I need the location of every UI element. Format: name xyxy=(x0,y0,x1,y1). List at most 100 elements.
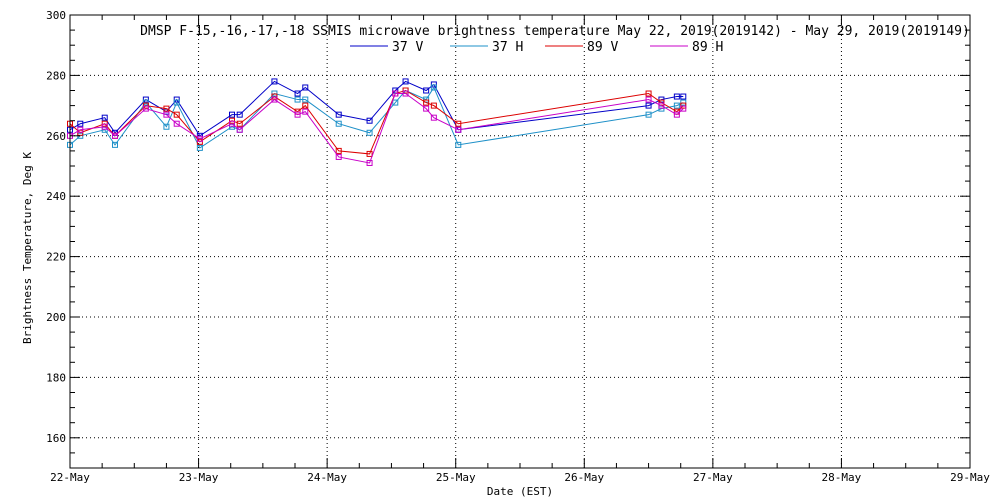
data-point xyxy=(173,120,180,127)
series-line xyxy=(69,93,684,164)
x-tick-label: 28-May xyxy=(822,471,862,484)
x-tick-label: 23-May xyxy=(179,471,219,484)
data-point xyxy=(335,147,342,154)
y-tick-label: 260 xyxy=(46,130,66,143)
data-point xyxy=(196,144,203,151)
legend: 37 V 37 H 89 V 89 H xyxy=(350,40,723,55)
data-point xyxy=(423,105,430,112)
data-point xyxy=(294,96,301,103)
data-point xyxy=(112,141,118,148)
data-point xyxy=(430,114,437,121)
data-point xyxy=(673,102,680,109)
data-point xyxy=(366,159,373,166)
plot-frame xyxy=(69,14,971,469)
data-point xyxy=(173,99,180,106)
x-tick-label: 22-May xyxy=(50,471,90,484)
series-line xyxy=(69,89,684,155)
data-point xyxy=(335,120,342,127)
data-point xyxy=(455,141,462,148)
data-point xyxy=(173,111,180,118)
series-89-v xyxy=(67,87,687,157)
data-point xyxy=(163,123,170,130)
data-point xyxy=(673,93,680,100)
data-point xyxy=(680,105,687,112)
data-point xyxy=(645,102,652,109)
y-axis-label: Brightness Temperature, Deg K xyxy=(21,152,34,344)
data-point xyxy=(392,90,399,97)
data-point xyxy=(302,108,309,115)
data-point xyxy=(294,90,301,97)
data-point xyxy=(302,96,309,103)
legend-label: 89 V xyxy=(587,40,618,55)
series-layer xyxy=(67,78,687,166)
x-axis-label: Date (EST) xyxy=(487,485,553,498)
data-point xyxy=(142,105,149,112)
data-point xyxy=(77,126,84,133)
data-point xyxy=(366,117,373,124)
data-point xyxy=(366,129,373,136)
data-point xyxy=(271,78,278,85)
data-point xyxy=(101,114,108,121)
data-point xyxy=(645,111,652,118)
data-point xyxy=(335,153,342,160)
data-point xyxy=(402,78,409,85)
series-line xyxy=(69,80,684,137)
legend-label: 37 V xyxy=(392,40,423,55)
data-point xyxy=(142,99,149,106)
data-point xyxy=(423,99,430,106)
data-point xyxy=(680,102,687,109)
grid xyxy=(70,15,970,468)
data-point xyxy=(271,96,278,103)
data-point xyxy=(236,120,243,127)
data-point xyxy=(101,120,108,127)
x-tick-label: 26-May xyxy=(564,471,604,484)
data-point xyxy=(455,126,462,133)
data-point xyxy=(302,102,309,109)
series-89-h xyxy=(67,90,687,166)
y-tick-label: 160 xyxy=(46,432,66,445)
y-tick-label: 240 xyxy=(46,190,66,203)
data-point xyxy=(236,126,243,133)
series-line xyxy=(69,86,684,149)
data-point xyxy=(196,135,203,142)
data-point xyxy=(101,123,108,130)
axis-ticks: 22-May 23-May 24-May 25-May 26-May 27-May 28-M… xyxy=(46,9,990,484)
data-point xyxy=(236,111,243,118)
data-point xyxy=(455,120,462,127)
data-point xyxy=(163,105,170,112)
data-point xyxy=(229,120,235,127)
data-point xyxy=(392,99,399,106)
data-point xyxy=(658,102,665,109)
data-point xyxy=(229,111,235,118)
data-point xyxy=(645,96,652,103)
data-point xyxy=(680,99,687,106)
data-point xyxy=(294,111,301,118)
data-point xyxy=(163,111,170,118)
x-tick-label: 27-May xyxy=(693,471,733,484)
y-tick-label: 300 xyxy=(46,9,66,22)
data-point xyxy=(645,90,652,97)
data-point xyxy=(673,111,680,118)
y-tick-label: 220 xyxy=(46,251,66,264)
x-tick-label: 25-May xyxy=(436,471,476,484)
data-point xyxy=(402,90,409,97)
legend-label: 89 H xyxy=(692,40,723,55)
x-tick-label: 29-May xyxy=(950,471,990,484)
series-37-h xyxy=(67,84,687,151)
legend-label: 37 H xyxy=(492,40,523,55)
data-point xyxy=(366,150,373,157)
data-point xyxy=(302,84,309,91)
x-tick-label: 24-May xyxy=(307,471,347,484)
y-tick-label: 180 xyxy=(46,371,66,384)
data-point xyxy=(430,84,437,91)
y-tick-label: 200 xyxy=(46,311,66,324)
data-point xyxy=(112,132,118,139)
chart-title: DMSP F-15,-16,-17,-18 SSMIS microwave br… xyxy=(140,24,970,39)
data-point xyxy=(430,102,437,109)
data-point xyxy=(423,87,430,94)
data-point xyxy=(680,93,687,100)
data-point xyxy=(77,120,84,127)
data-point xyxy=(402,87,409,94)
data-point xyxy=(335,111,342,118)
